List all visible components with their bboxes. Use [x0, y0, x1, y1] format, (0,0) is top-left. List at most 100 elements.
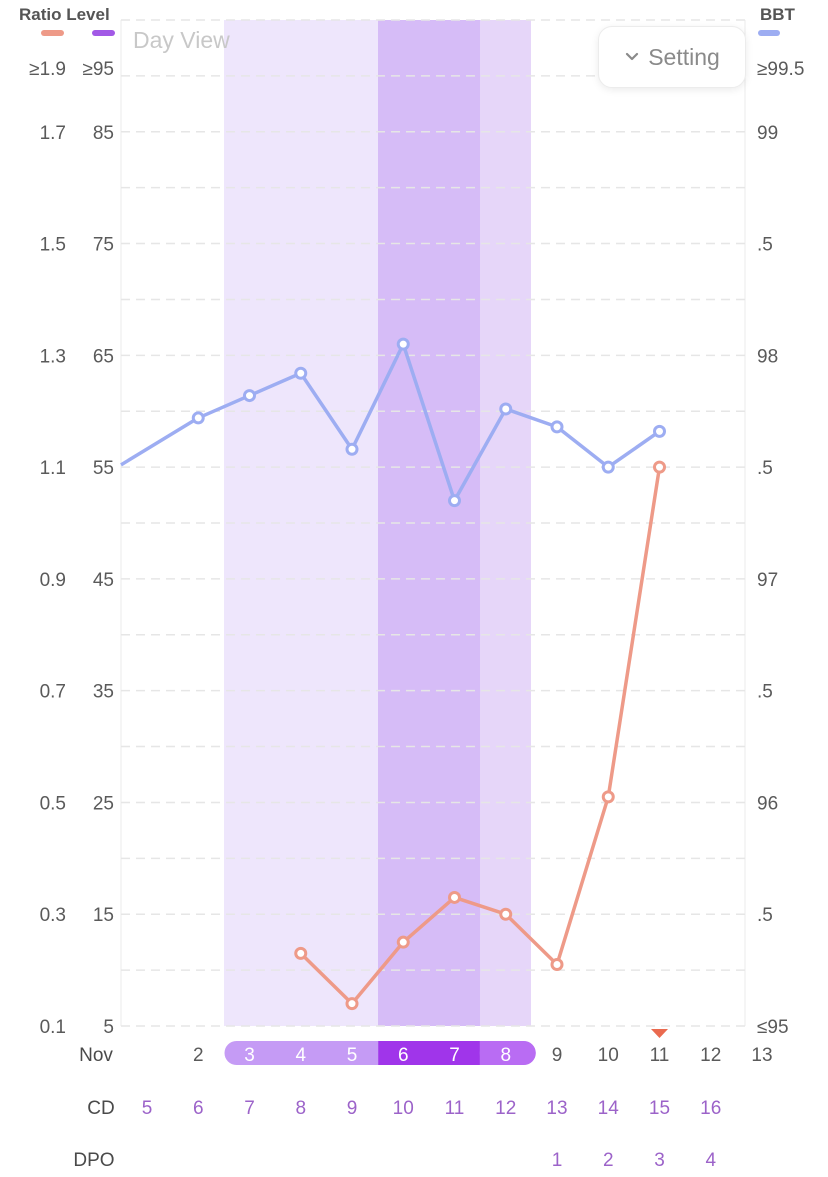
dpo-value: 1 [552, 1150, 563, 1171]
day-label: 11 [650, 1045, 670, 1066]
bbt-tick: .5 [757, 235, 773, 256]
level-tick: 35 [93, 682, 114, 703]
level-tick: 65 [93, 346, 114, 367]
level-tick: ≥95 [82, 59, 114, 80]
cd-value: 15 [649, 1098, 670, 1119]
legend: Ratio Level BBT [19, 5, 796, 36]
bbt-tick: ≤95 [757, 1017, 789, 1038]
dpo-value: 3 [654, 1150, 665, 1171]
ratio-tick: 1.3 [40, 346, 66, 367]
level-tick: 25 [93, 793, 114, 814]
ratio-point[interactable] [499, 907, 513, 921]
day-label: 5 [347, 1045, 358, 1066]
day-label: 8 [500, 1045, 511, 1066]
bbt-point[interactable] [499, 402, 513, 416]
day-label: 2 [193, 1045, 204, 1066]
legend-ratio-swatch [41, 30, 64, 36]
bbt-tick: 96 [757, 793, 778, 814]
dpo-row: 1 2 3 4 [552, 1150, 717, 1171]
level-tick: 75 [93, 235, 114, 256]
bbt-tick: .5 [757, 682, 773, 703]
day-label: 9 [552, 1045, 563, 1066]
ratio-tick: 1.5 [40, 235, 66, 256]
cd-value: 8 [295, 1098, 306, 1119]
cd-value: 13 [546, 1098, 567, 1119]
dpo-value: 2 [603, 1150, 614, 1171]
day-label: 4 [295, 1045, 306, 1066]
ratio-axis: ≥1.9 1.7 1.5 1.3 1.1 0.9 0.7 0.5 0.3 0.1 [29, 59, 66, 1038]
level-tick: 45 [93, 570, 114, 591]
ratio-series [294, 460, 666, 1011]
bbt-point[interactable] [396, 337, 410, 351]
setting-button[interactable]: Setting [598, 26, 746, 88]
cd-label: CD [87, 1098, 114, 1119]
ratio-tick: ≥1.9 [29, 59, 66, 80]
level-tick: 55 [93, 458, 114, 479]
bbt-point[interactable] [191, 411, 205, 425]
dpo-label: DPO [73, 1150, 114, 1171]
level-tick: 15 [93, 905, 114, 926]
bbt-tick: .5 [757, 458, 773, 479]
ratio-tick: 1.7 [40, 123, 66, 144]
ratio-point[interactable] [345, 997, 359, 1011]
bbt-point[interactable] [345, 442, 359, 456]
date-pill-medium-join [479, 1041, 500, 1065]
ratio-tick: 0.7 [40, 682, 66, 703]
cd-value: 10 [393, 1098, 414, 1119]
ratio-point[interactable] [550, 958, 564, 972]
legend-right-title: BBT [760, 5, 796, 24]
bbt-point[interactable] [448, 494, 461, 508]
bbt-point[interactable] [653, 424, 666, 438]
chevron-down-icon [626, 52, 639, 61]
day-label: 10 [598, 1045, 619, 1066]
day-label: 13 [751, 1045, 772, 1066]
bbt-point[interactable] [243, 389, 256, 403]
bbt-point[interactable] [601, 460, 615, 474]
day-label: 7 [449, 1045, 460, 1066]
bbt-tick: 97 [757, 570, 778, 591]
dpo-value: 4 [705, 1150, 716, 1171]
bbt-point[interactable] [294, 366, 308, 380]
legend-left-title: Ratio Level [19, 5, 110, 24]
cd-value: 16 [700, 1098, 721, 1119]
cd-value: 5 [142, 1098, 153, 1119]
day-label: 12 [700, 1045, 721, 1066]
legend-bbt-swatch [758, 30, 780, 36]
date-pill-peak [378, 1041, 481, 1065]
day-view-label: Day View [133, 27, 230, 53]
today-marker-icon [651, 1029, 668, 1038]
ratio-point[interactable] [448, 890, 461, 904]
cd-value: 14 [598, 1098, 620, 1119]
setting-label: Setting [648, 43, 720, 70]
cd-value: 12 [495, 1098, 516, 1119]
level-axis: ≥95 85 75 65 55 45 35 25 15 5 [82, 59, 114, 1038]
bbt-tick: .5 [757, 905, 773, 926]
level-tick: 85 [93, 123, 114, 144]
bbt-tick: 99 [757, 123, 778, 144]
cd-row: 5 6 7 8 9 10 11 12 13 14 15 16 [142, 1098, 722, 1119]
bbt-point[interactable] [550, 420, 564, 434]
ratio-tick: 0.9 [40, 570, 66, 591]
cd-value: 9 [347, 1098, 358, 1119]
day-label: 3 [244, 1045, 255, 1066]
ratio-point[interactable] [294, 946, 308, 960]
legend-level-swatch [92, 30, 115, 36]
day-row: 2 3 4 5 6 7 8 9 10 11 12 13 [193, 1045, 773, 1066]
cd-value: 7 [244, 1098, 255, 1119]
bbt-axis: ≥99.5 99 .5 98 .5 97 .5 96 .5 ≤95 [757, 59, 804, 1038]
bbt-tick: ≥99.5 [757, 59, 804, 80]
day-label: 6 [398, 1045, 409, 1066]
ratio-line [299, 466, 662, 1006]
fertile-date-pill [224, 1041, 536, 1065]
month-label: Nov [79, 1045, 113, 1066]
cd-value: 6 [193, 1098, 204, 1119]
ratio-point[interactable] [601, 790, 615, 804]
ratio-tick: 1.1 [40, 458, 66, 479]
ratio-point[interactable] [653, 460, 666, 474]
level-tick: 5 [103, 1017, 114, 1038]
bbt-tick: 98 [757, 346, 778, 367]
ratio-tick: 0.5 [40, 793, 66, 814]
bbt-series [120, 337, 666, 508]
ratio-point[interactable] [396, 935, 410, 949]
